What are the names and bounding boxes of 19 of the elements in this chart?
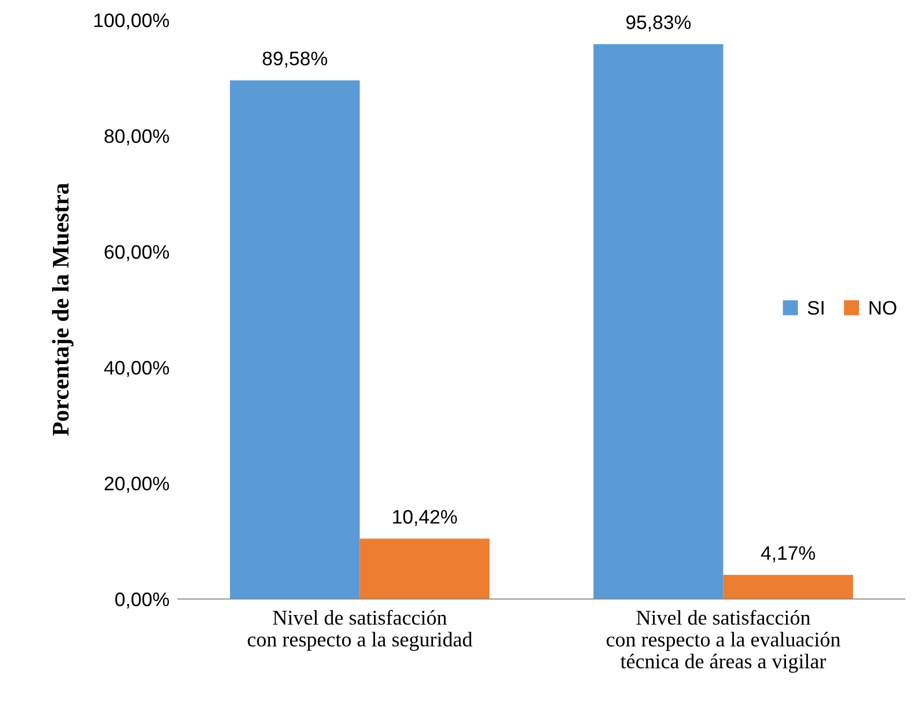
y-tick-label: 80,00% bbox=[104, 129, 169, 146]
y-tick-label: 40,00% bbox=[104, 360, 169, 377]
data-label: 4,17% bbox=[761, 546, 816, 562]
x-tick-label: Nivel de satisfacción con respecto a la evaluación técnica de áreas a vigilar bbox=[606, 610, 840, 673]
data-label: 95,83% bbox=[626, 15, 691, 32]
y-tick-label: 60,00% bbox=[104, 245, 169, 262]
bar bbox=[593, 44, 724, 599]
bar bbox=[360, 538, 490, 599]
y-axis-title: Porcentaje de la Muestra bbox=[52, 183, 74, 436]
y-tick-label: 100,00% bbox=[94, 13, 169, 30]
bar bbox=[230, 80, 360, 599]
data-label: 89,58% bbox=[262, 52, 328, 68]
data-label: 10,42% bbox=[393, 510, 457, 526]
y-tick-label: 0,00% bbox=[115, 592, 169, 609]
legend-label: SI bbox=[808, 300, 824, 315]
x-tick-label: Nivel de satisfacción con respecto a la seguridad bbox=[248, 610, 472, 651]
y-tick-label: 20,00% bbox=[104, 476, 169, 493]
bar bbox=[723, 574, 854, 599]
legend-label: NO bbox=[870, 300, 896, 315]
